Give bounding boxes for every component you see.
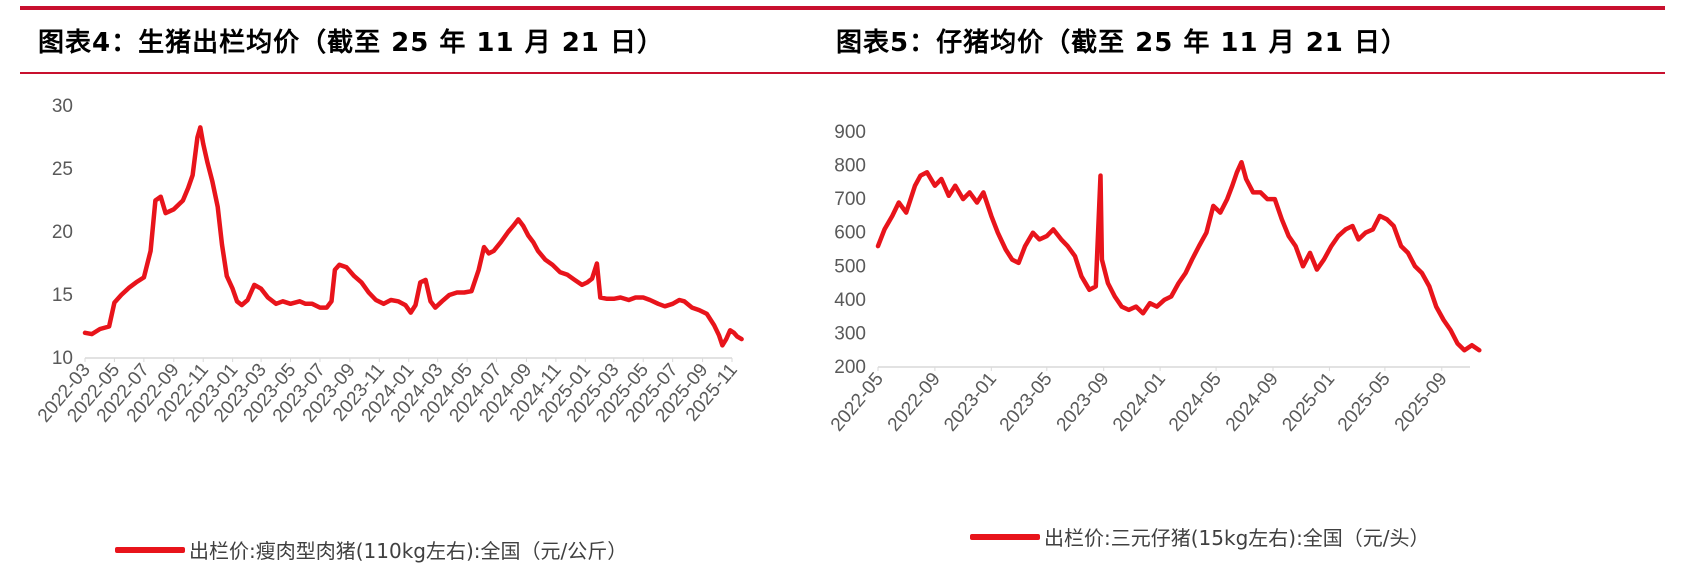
y-tick-label: 800	[834, 156, 866, 177]
x-tick-label: 2022-05	[830, 369, 888, 436]
x-tick-label: 2022-09	[884, 369, 945, 436]
y-tick-label: 300	[834, 323, 866, 344]
y-tick-label: 20	[52, 222, 73, 243]
series-line	[82, 125, 744, 348]
legend-label: 出栏价:瘦肉型肉猪(110kg左右):全国（元/公斤）	[189, 539, 628, 563]
x-tick-label: 2025-05	[1334, 369, 1395, 436]
series-line	[875, 159, 1482, 353]
top-rule	[20, 6, 1665, 10]
y-tick-label: 10	[52, 348, 73, 369]
y-tick-label: 700	[834, 189, 866, 210]
legend-hog-price: 出栏价:瘦肉型肉猪(110kg左右):全国（元/公斤）	[115, 535, 627, 564]
hog-price-svg: 10152025302022-032022-052022-072022-0920…	[34, 96, 744, 427]
header-rule	[20, 72, 1665, 74]
x-tick-label: 2025-01	[1278, 369, 1339, 436]
y-tick-label: 400	[834, 290, 866, 311]
x-tick-label: 2025-09	[1391, 369, 1452, 436]
legend-label: 出栏价:三元仔猪(15kg左右):全国（元/头）	[1044, 526, 1430, 550]
x-tick-label: 2024-05	[1165, 369, 1226, 436]
legend-piglet-price: 出栏价:三元仔猪(15kg左右):全国（元/头）	[970, 522, 1430, 551]
chart-piglet-price: 200 300 400 500 600 700 800 900 2022-05 2022-09 20…	[830, 90, 1650, 510]
x-tick-label: 2023-05	[996, 369, 1057, 436]
x-tick-label: 2024-01	[1109, 369, 1170, 436]
figure-title-4: 图表4：生猪出栏均价（截至 25 年 11 月 21 日）	[38, 28, 664, 58]
piglet-price-svg: 2003004005006007008009002022-052022-0920…	[830, 122, 1482, 436]
y-tick-label: 30	[52, 96, 73, 117]
x-tick-label: 2023-01	[940, 369, 1001, 436]
y-tick-label: 25	[52, 159, 73, 180]
y-tick-label: 600	[834, 223, 866, 244]
legend-swatch	[970, 533, 1040, 540]
y-tick-label: 200	[834, 357, 866, 378]
x-tick-label: 2024-09	[1222, 369, 1283, 436]
figure-title-5: 图表5：仔猪均价（截至 25 年 11 月 21 日）	[836, 28, 1408, 58]
legend-swatch	[115, 546, 185, 553]
chart-hog-price: 10 15 20 25 30 2022-03 2022-05 2022-07 2022-09 20…	[20, 90, 780, 520]
y-tick-label: 900	[834, 122, 866, 143]
x-tick-label: 2023-09	[1053, 369, 1114, 436]
y-tick-label: 500	[834, 256, 866, 277]
y-tick-label: 15	[52, 285, 73, 306]
